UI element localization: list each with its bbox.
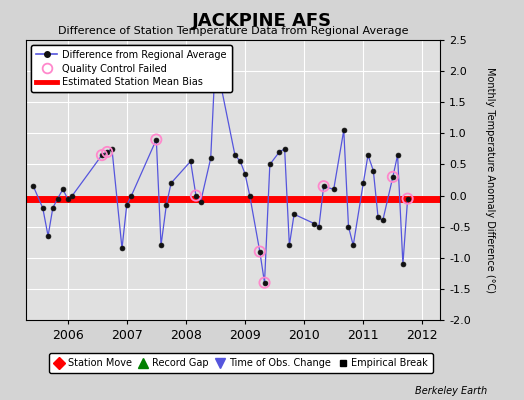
Title: Difference of Station Temperature Data from Regional Average: Difference of Station Temperature Data f…	[58, 26, 408, 36]
Point	[103, 149, 112, 155]
Point	[320, 183, 328, 190]
Point	[389, 174, 397, 180]
Point	[256, 248, 264, 255]
Y-axis label: Monthly Temperature Anomaly Difference (°C): Monthly Temperature Anomaly Difference (…	[485, 67, 495, 293]
Text: JACKPINE AFS: JACKPINE AFS	[192, 12, 332, 30]
Point	[192, 192, 200, 199]
Point	[403, 196, 412, 202]
Point	[211, 56, 220, 62]
Text: Berkeley Earth: Berkeley Earth	[415, 386, 487, 396]
Legend: Station Move, Record Gap, Time of Obs. Change, Empirical Break: Station Move, Record Gap, Time of Obs. C…	[49, 354, 433, 373]
Legend: Difference from Regional Average, Quality Control Failed, Estimated Station Mean: Difference from Regional Average, Qualit…	[31, 45, 232, 92]
Point	[260, 280, 269, 286]
Point	[97, 152, 106, 158]
Point	[152, 136, 160, 143]
